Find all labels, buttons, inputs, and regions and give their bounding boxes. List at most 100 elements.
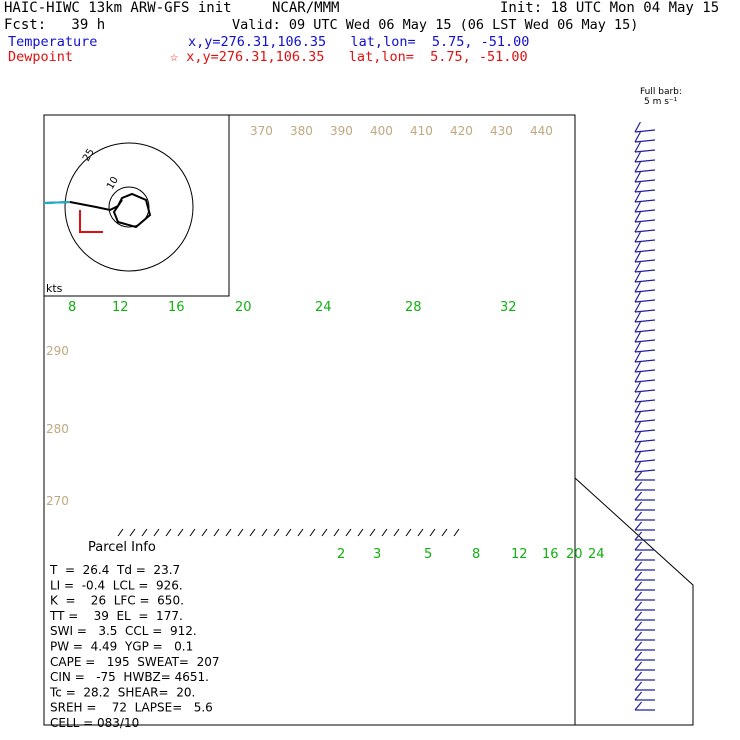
mixing-ratio-label: 8	[68, 300, 76, 315]
hodograph-trace	[43, 192, 152, 229]
hatch-mark	[117, 528, 124, 537]
init-time: Init: 18 UTC Mon 04 May 15	[500, 0, 720, 16]
wind-barb-flag	[634, 281, 641, 293]
theta-label: 440	[530, 124, 553, 138]
parcel-info-panel: Parcel Info T = 26.4 Td = 23.7LI = -0.4 …	[49, 540, 220, 730]
wind-barb-flag	[634, 491, 643, 501]
wind-barb	[634, 389, 656, 393]
wind-barb-flag	[634, 661, 643, 671]
mixing-ratio-label: 32	[500, 300, 517, 315]
wind-barb	[634, 199, 656, 203]
wind-barb-flag	[634, 381, 641, 393]
parcel-row: CELL = 083/10	[50, 716, 139, 730]
dewpoint-legend: Dewpoint	[8, 49, 74, 65]
theta-label: 410	[410, 124, 433, 138]
wind-barb-flag	[634, 591, 643, 601]
hodograph-ring	[64, 142, 194, 272]
wind-barb	[634, 439, 656, 443]
parcel-row: PW = 4.49 YGP = 0.1	[50, 640, 193, 654]
wind-barb-flag	[634, 401, 641, 413]
wind-barb	[634, 189, 656, 193]
org-label: NCAR/MMM	[272, 0, 340, 16]
wind-barb-flag	[634, 361, 641, 373]
mixing-ratio-label: 5	[424, 547, 432, 562]
wind-barbs	[634, 121, 656, 711]
hatch-mark	[369, 528, 376, 537]
hatch-mark	[225, 528, 232, 537]
theta-label: 380	[290, 124, 313, 138]
wind-barb-flag	[634, 211, 641, 223]
wind-barb	[634, 209, 656, 213]
wind-barb-flag	[634, 341, 641, 353]
wind-barb-flag	[634, 131, 641, 143]
mixing-ratio-label: 8	[472, 547, 480, 562]
wind-barb	[634, 129, 656, 133]
wind-barb-flag	[634, 141, 641, 153]
axis-labels: 1002003004005006007008009001000-80-70-60…	[46, 124, 605, 562]
wind-barb-flag	[634, 331, 641, 343]
wind-barb-flag	[634, 221, 641, 233]
wind-barb-flag	[634, 671, 643, 681]
wind-barb	[634, 429, 656, 433]
parcel-row: SREH = 72 LAPSE= 5.6	[50, 701, 213, 715]
theta-label-left: 290	[46, 344, 69, 358]
wind-barb-flag	[634, 531, 643, 541]
wind-barb-flag	[634, 521, 643, 531]
wind-barb	[634, 159, 656, 163]
hatch-mark	[381, 528, 388, 537]
hatch-mark	[345, 528, 352, 537]
wind-barb	[634, 359, 656, 363]
wind-barb-flag	[634, 551, 643, 561]
wind-barb-flag	[634, 601, 643, 611]
wind-barb-flag	[634, 201, 641, 213]
wind-barb-flag	[634, 321, 641, 333]
wind-barb-flag	[634, 641, 643, 651]
hatch-mark	[357, 528, 364, 537]
hatch-mark	[249, 528, 256, 537]
theta-label: 430	[490, 124, 513, 138]
wind-barb	[634, 449, 656, 453]
wind-barb-flag	[634, 691, 643, 701]
hatch-mark	[441, 528, 448, 537]
wind-barb	[634, 169, 656, 173]
hatch-mark	[201, 528, 208, 537]
hodograph-unit: kts	[46, 282, 63, 295]
parcel-row: LI = -0.4 LCL = 926.	[50, 578, 183, 592]
wind-barb	[634, 249, 656, 253]
mixing-ratio-label: 28	[405, 300, 422, 315]
hatch-mark	[297, 528, 304, 537]
parcel-row: T = 26.4 Td = 23.7	[49, 563, 180, 577]
theta-label-left: 270	[46, 494, 69, 508]
wind-barb-flag	[634, 301, 641, 313]
wind-barb	[634, 179, 656, 183]
pressure-lines	[43, 114, 694, 726]
wind-barb	[634, 369, 656, 373]
barb-legend-line1: Full barb:	[640, 87, 682, 97]
wind-barb-flag	[634, 351, 641, 363]
theta-label: 420	[450, 124, 473, 138]
wind-barb	[634, 419, 656, 423]
wind-barb-flag	[634, 231, 641, 243]
parcel-row: TT = 39 EL = 177.	[49, 609, 183, 623]
wind-barb-flag	[634, 441, 641, 453]
wind-barb-flag	[634, 271, 641, 283]
parcel-row: Tc = 28.2 SHEAR= 20.	[49, 685, 195, 699]
mixing-ratio-label: 16	[542, 547, 559, 562]
hatch-mark	[189, 528, 196, 537]
hatch-mark	[405, 528, 412, 537]
wind-barb	[634, 149, 656, 153]
wind-barb-flag	[634, 171, 641, 183]
wind-barb-flag	[634, 251, 641, 263]
model-title: HAIC-HIWC 13km ARW-GFS init	[4, 0, 232, 16]
hatch-mark	[261, 528, 268, 537]
mixing-ratio-label: 3	[373, 547, 381, 562]
wind-barb-flag	[634, 621, 643, 631]
hatch-mark	[417, 528, 424, 537]
wind-barb-flag	[634, 501, 643, 511]
hatch-mark	[177, 528, 184, 537]
wind-barb-flag	[634, 191, 641, 203]
mixing-ratio-label: 2	[337, 547, 345, 562]
barb-legend-line2: 5 m s⁻¹	[644, 97, 678, 107]
